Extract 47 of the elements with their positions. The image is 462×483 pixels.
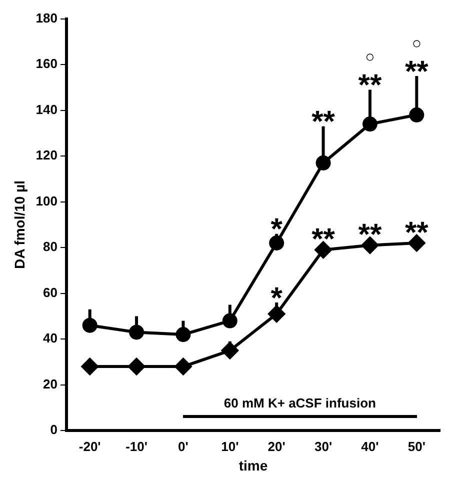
x-tick-label: 10'	[221, 438, 239, 454]
point	[221, 342, 238, 360]
y-tick-label: 0	[50, 422, 58, 438]
y-tick-label: 80	[43, 239, 58, 254]
point	[128, 358, 146, 376]
point	[174, 358, 192, 376]
x-tick-label: 50'	[408, 438, 426, 454]
y-tick-label: 60	[43, 284, 58, 300]
y-tick-label: 160	[36, 56, 58, 72]
y-tick-label: 120	[36, 148, 58, 163]
annotation: **	[312, 106, 336, 139]
point	[222, 313, 238, 328]
x-tick-label: -20'	[78, 438, 101, 454]
annotation: ○	[365, 49, 375, 66]
x-tick-label: 30'	[314, 438, 332, 454]
annotation: *	[270, 282, 283, 315]
y-tick-label: 20	[43, 376, 58, 392]
point	[362, 116, 378, 132]
annotation: **	[358, 218, 382, 252]
x-tick-label: -10'	[126, 438, 148, 454]
point	[129, 324, 144, 340]
point	[316, 155, 331, 170]
point	[176, 327, 191, 342]
x-tick-label: 20'	[268, 438, 286, 454]
point	[408, 234, 426, 252]
y-tick-label: 180	[36, 10, 58, 26]
annotation: *	[270, 213, 283, 246]
y-axis-title: DA fmol/10 µl	[11, 180, 28, 269]
point	[361, 236, 378, 254]
annotation: **	[312, 223, 336, 256]
point	[409, 107, 424, 122]
annotation: **	[358, 68, 382, 102]
y-tick-label: 40	[43, 330, 58, 346]
point	[81, 358, 98, 376]
x-axis-title: time	[238, 457, 268, 474]
annotation: **	[404, 216, 429, 250]
annotation: **	[404, 55, 429, 88]
annotation: ○	[412, 35, 422, 52]
point	[269, 236, 284, 250]
point	[268, 305, 286, 322]
x-tick-label: 0'	[178, 438, 188, 454]
point	[82, 318, 98, 333]
annotation: 60 mM K+ aCSF infusion	[224, 396, 376, 411]
x-tick-label: 40'	[361, 438, 379, 454]
y-tick-label: 140	[36, 102, 58, 117]
y-tick-label: 100	[36, 193, 58, 208]
point	[314, 241, 332, 258]
